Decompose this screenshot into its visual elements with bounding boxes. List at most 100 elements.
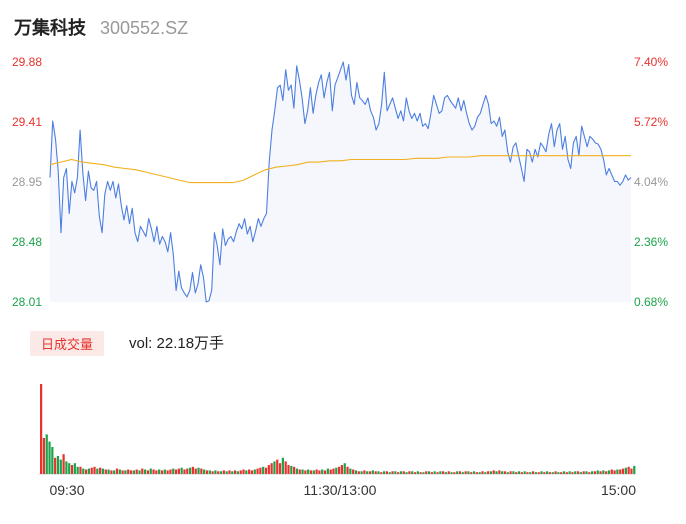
average-price-line <box>49 155 631 184</box>
volume-bar <box>621 468 625 474</box>
volume-bar <box>487 471 490 474</box>
volume-bar <box>295 468 299 474</box>
volume-bar <box>551 472 554 474</box>
volume-bar <box>104 469 107 474</box>
volume-bar <box>197 467 200 474</box>
volume-bar <box>166 470 169 474</box>
volume-bar <box>366 471 369 474</box>
volume-bar <box>332 468 335 474</box>
volume-bar <box>96 468 99 474</box>
x-tick-label: 09:30 <box>49 482 84 498</box>
volume-bar <box>346 466 349 474</box>
volume-bar <box>309 470 313 474</box>
volume-bar <box>233 470 237 474</box>
price-line <box>49 61 632 303</box>
volume-bar <box>354 470 358 474</box>
volume-bar <box>51 447 54 474</box>
volume-bar <box>318 470 321 474</box>
volume-bar <box>472 471 476 474</box>
x-tick-label: 11:30/13:00 <box>304 482 377 498</box>
volume-bar <box>596 470 599 474</box>
volume-bar <box>411 471 414 474</box>
volume-bar <box>585 471 588 474</box>
volume-bar <box>419 472 422 474</box>
volume-bar <box>484 472 487 474</box>
volume-bar <box>113 470 116 474</box>
y-tick-right: 5.72% <box>634 115 668 129</box>
x-tick-label: 15:00 <box>601 482 636 498</box>
volume-bar <box>517 471 521 474</box>
volume-bar <box>287 465 290 474</box>
volume-bar <box>534 472 537 474</box>
volume-bar <box>562 471 566 474</box>
volume-bar <box>571 472 574 474</box>
volume-bar <box>203 469 206 474</box>
volume-bar <box>599 471 602 474</box>
volume-bar <box>427 471 431 474</box>
volume-bar <box>326 468 329 474</box>
y-tick-left: 28.95 <box>12 175 42 189</box>
volume-bar <box>453 472 456 474</box>
stock-header: 万集科技 300552.SZ <box>14 14 188 40</box>
volume-bar <box>447 471 450 474</box>
volume-bar <box>222 470 225 474</box>
volume-bar <box>619 469 622 474</box>
volume-bar <box>371 470 374 474</box>
volume-bar <box>557 472 560 474</box>
volume-bar <box>397 472 400 474</box>
volume-bar <box>250 470 254 474</box>
volume-bar <box>152 469 155 474</box>
volume-bar <box>360 471 363 474</box>
price-chart-area: 29.88 29.41 28.95 28.48 28.01 7.40% 5.72% 4.04%… <box>12 55 668 309</box>
volume-bar <box>54 457 57 474</box>
volume-bar <box>219 471 223 474</box>
volume-bar <box>124 470 127 474</box>
price-area-fill <box>50 62 631 302</box>
volume-bar <box>382 471 386 474</box>
volume-bar <box>593 471 597 474</box>
volume-bar <box>158 469 161 474</box>
volume-bar <box>416 471 419 474</box>
volume-bar <box>87 468 90 474</box>
y-tick-right: 0.68% <box>634 295 668 309</box>
volume-bar <box>478 472 481 474</box>
volume-bar <box>118 469 121 474</box>
volume-bar <box>323 470 327 474</box>
volume-bar <box>377 471 380 474</box>
volume-bar <box>245 470 248 474</box>
volume-bar <box>146 470 150 474</box>
y-tick-right: 7.40% <box>634 55 668 69</box>
y-tick-left: 29.88 <box>12 55 42 69</box>
volume-bar <box>405 472 408 474</box>
volume-bar <box>633 465 636 474</box>
volume-bar <box>174 469 178 474</box>
volume-bar <box>56 456 60 474</box>
volume-bar <box>630 468 633 474</box>
volume-bar <box>259 467 262 474</box>
volume-bar <box>335 467 338 474</box>
volume-bar <box>191 466 195 474</box>
volume-bar <box>262 466 265 474</box>
volume-bar <box>169 469 172 474</box>
volume-bar <box>172 468 175 474</box>
volume-bar <box>492 470 495 474</box>
volume-bar <box>368 471 372 474</box>
volume-bar <box>425 471 428 474</box>
volume-bar <box>402 471 405 474</box>
volume-bar <box>121 470 124 474</box>
volume-bar <box>408 471 411 474</box>
volume-bar <box>225 471 228 474</box>
volume-bar <box>394 471 397 474</box>
volume-bar <box>329 469 332 474</box>
volume-bar <box>194 468 197 474</box>
volume-bar <box>73 463 76 474</box>
volume-bar <box>340 465 344 474</box>
volume-bar <box>189 467 192 474</box>
volume-bar <box>554 471 557 474</box>
volume-bar <box>65 461 68 474</box>
volume-bar <box>607 470 611 474</box>
volume-bar <box>270 463 273 474</box>
volume-bar <box>501 471 504 474</box>
volume-badge[interactable]: 日成交量 <box>30 331 105 356</box>
volume-bar <box>307 469 310 474</box>
